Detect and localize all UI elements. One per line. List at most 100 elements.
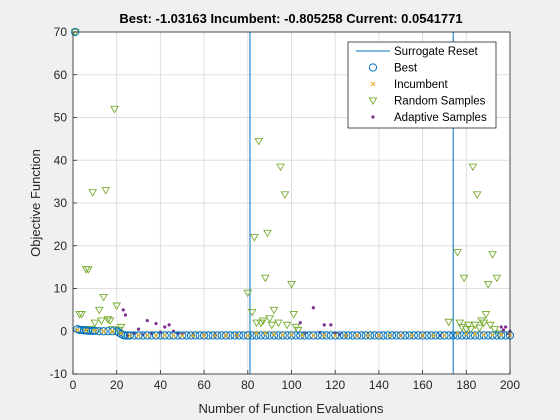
random-samples-point — [90, 319, 100, 328]
best-point — [278, 331, 287, 340]
x-axis-label: Number of Function Evaluations — [199, 401, 384, 416]
best-point — [414, 331, 423, 340]
incumbent-point — [442, 333, 447, 338]
legend-label-incumbent: Incumbent — [394, 79, 449, 91]
legend-label-random-samples: Random Samples — [394, 96, 486, 108]
best-point — [449, 331, 458, 340]
incumbent-point — [245, 333, 251, 338]
incumbent-point — [398, 333, 404, 338]
best-point — [112, 327, 121, 336]
best-point — [309, 331, 318, 340]
best-point — [208, 331, 217, 340]
best-point — [121, 331, 130, 340]
random-samples-point — [260, 274, 270, 283]
best-point — [374, 331, 383, 340]
x-tick-label: 120 — [325, 378, 345, 392]
best-point — [348, 331, 357, 340]
y-tick-label: -10 — [50, 367, 68, 381]
best-point — [396, 331, 405, 340]
best-point — [156, 331, 165, 340]
best-point — [134, 331, 143, 340]
incumbent-point — [271, 331, 277, 337]
best-point — [361, 331, 370, 340]
best-point — [178, 331, 187, 340]
best-point — [339, 331, 349, 340]
legend: Surrogate Reset Best Incumbent Random Sampl… — [347, 41, 497, 129]
random-samples-point — [101, 187, 111, 195]
best-point — [418, 331, 427, 340]
random-samples-point — [488, 251, 497, 259]
best-point — [204, 331, 213, 340]
best-point — [200, 331, 209, 340]
legend-marker-best — [368, 63, 378, 72]
adaptive-samples-point — [145, 318, 149, 323]
adaptive-samples-point — [322, 323, 326, 327]
legend-item-incumbent: Incumbent — [370, 79, 449, 91]
y-tick-label: 40 — [54, 153, 68, 167]
random-samples-point — [289, 311, 299, 319]
random-samples-point — [265, 315, 275, 323]
incumbent-point — [136, 333, 141, 338]
best-point — [462, 331, 471, 340]
best-point — [435, 331, 445, 340]
best-point — [317, 331, 327, 340]
incumbent-point — [463, 331, 469, 337]
random-samples-point — [243, 289, 253, 298]
random-samples-point — [287, 281, 296, 289]
best-point — [409, 331, 418, 340]
x-tick-label: 40 — [154, 378, 168, 392]
x-tick-label: 140 — [369, 378, 389, 392]
incumbent-point — [212, 333, 218, 338]
legend-item-surrogate-reset: Surrogate Reset — [356, 46, 479, 58]
random-samples-point — [490, 326, 500, 334]
incumbent-point — [490, 332, 495, 338]
adaptive-samples-point — [121, 308, 125, 312]
incumbent-point — [280, 332, 286, 338]
best-point — [427, 331, 436, 340]
adaptive-samples-point — [311, 306, 315, 310]
best-point — [84, 326, 93, 335]
best-point — [191, 331, 200, 340]
y-tick-label: 0 — [60, 324, 67, 338]
random-samples-point — [461, 326, 471, 334]
best-point — [300, 331, 309, 340]
random-samples-point — [77, 311, 87, 319]
legend-item-random-samples: Random Samples — [368, 96, 486, 108]
random-samples-point — [481, 311, 491, 319]
x-tick-label: 100 — [281, 378, 301, 392]
best-point — [444, 331, 453, 340]
random-samples-point — [280, 191, 290, 199]
random-samples-point — [479, 319, 489, 328]
y-tick-labels: -10 0 10 20 30 40 50 60 70 — [50, 25, 68, 381]
incumbent-point — [171, 333, 176, 338]
best-point — [453, 331, 462, 340]
incumbent-point — [262, 331, 268, 336]
incumbent-point — [376, 333, 382, 338]
random-samples-point — [110, 105, 119, 114]
legend-label-best: Best — [394, 63, 418, 75]
best-point — [79, 326, 89, 335]
random-samples-point — [94, 306, 104, 315]
adaptive-samples-point — [499, 325, 503, 329]
adaptive-samples-point — [501, 328, 506, 332]
random-samples-point — [293, 326, 303, 335]
incumbent-point — [310, 333, 316, 338]
best-point — [88, 326, 97, 335]
x-tick-label: 60 — [197, 378, 211, 392]
incumbent-point — [109, 328, 115, 334]
incumbent-point — [75, 327, 80, 333]
adaptive-samples-point — [167, 323, 171, 327]
incumbent-point — [201, 333, 207, 338]
best-point — [103, 327, 113, 336]
best-point — [173, 331, 182, 340]
best-point — [165, 331, 174, 340]
random-samples-point — [252, 319, 261, 328]
best-point — [488, 331, 497, 340]
chart-title: Best: -1.03163 Incumbent: -0.805258 Curr… — [119, 11, 462, 26]
legend-marker-adaptive-samples — [371, 115, 375, 119]
series-best — [71, 27, 515, 340]
random-samples-point — [269, 306, 279, 315]
incumbent-point — [127, 333, 133, 338]
incumbent-point — [254, 331, 259, 336]
best-point — [239, 331, 248, 340]
